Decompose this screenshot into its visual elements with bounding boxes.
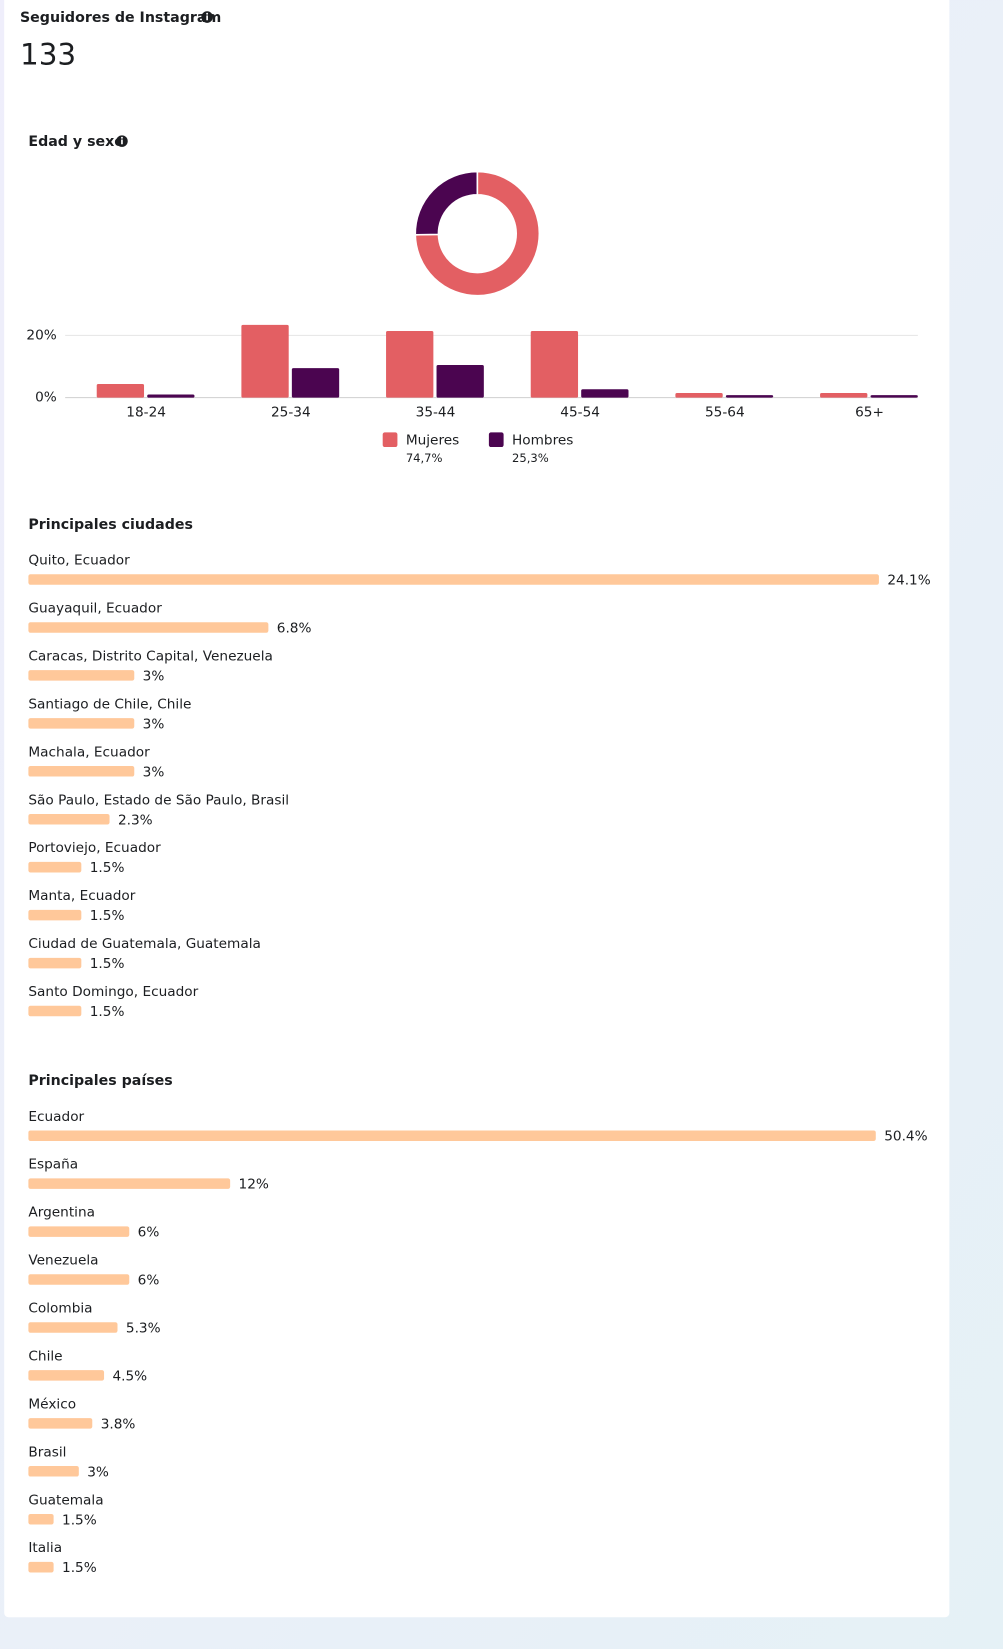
- legend-swatch: [382, 432, 398, 448]
- legend-label: Mujeres: [406, 433, 459, 449]
- bar: [386, 331, 434, 398]
- bar: [28, 1466, 79, 1477]
- bar: [28, 1513, 54, 1525]
- x-tick-label: 55-64: [705, 404, 745, 420]
- value-label: 24.1%: [887, 573, 930, 589]
- bar: [820, 392, 868, 398]
- bar: [28, 1226, 130, 1237]
- value-label: 1.5%: [90, 1004, 125, 1020]
- bar: [28, 622, 269, 633]
- value-label: 1.5%: [90, 908, 125, 924]
- value-label: 1.5%: [62, 1560, 97, 1576]
- value-label: 3%: [87, 1464, 109, 1480]
- bar: [28, 574, 879, 585]
- y-tick-label: 0%: [35, 390, 57, 406]
- bar: [28, 957, 82, 969]
- bar: [28, 1418, 93, 1429]
- bar: [291, 368, 340, 398]
- row-label: España: [28, 1157, 78, 1173]
- value-label: 3.8%: [101, 1416, 136, 1432]
- value-label: 3%: [143, 716, 165, 732]
- value-label: 2.3%: [118, 812, 153, 828]
- section-title: Principales ciudades: [28, 517, 193, 533]
- row-label: Santo Domingo, Ecuador: [28, 984, 198, 1000]
- value-label: 4.5%: [112, 1368, 147, 1384]
- value-label: 6.8%: [277, 621, 312, 637]
- bar: [725, 395, 774, 398]
- bar: [28, 1322, 118, 1333]
- value-label: 1.5%: [90, 860, 125, 876]
- value-label: 5.3%: [126, 1321, 161, 1337]
- row-label: Guatemala: [28, 1492, 103, 1508]
- row-label: Quito, Ecuador: [28, 553, 130, 569]
- bar: [436, 364, 484, 398]
- row-label: Colombia: [28, 1301, 92, 1317]
- section-title: Edad y sexo: [28, 134, 124, 150]
- card: [4, 0, 950, 1618]
- row-label: São Paulo, Estado de São Paulo, Brasil: [28, 792, 289, 808]
- bar: [96, 383, 145, 398]
- bar: [28, 1178, 231, 1189]
- bar: [581, 389, 629, 398]
- value-label: 3%: [143, 668, 165, 684]
- bar: [241, 324, 289, 398]
- row-label: Italia: [28, 1540, 62, 1556]
- row-label: Manta, Ecuador: [28, 888, 135, 904]
- bar: [28, 766, 135, 777]
- row-label: México: [28, 1396, 76, 1412]
- value-label: 1.5%: [90, 956, 125, 972]
- bar: [28, 670, 135, 681]
- value-label: 6%: [138, 1273, 160, 1289]
- row-label: Portoviejo, Ecuador: [28, 840, 161, 856]
- bar: [28, 909, 82, 921]
- legend-share: 25,3%: [512, 451, 549, 465]
- header-title: Seguidores de Instagram: [20, 10, 221, 26]
- x-tick-label: 18-24: [126, 404, 166, 420]
- bar: [28, 813, 110, 825]
- x-tick-label: 25-34: [271, 404, 311, 420]
- row-label: Santiago de Chile, Chile: [28, 696, 191, 712]
- bar: [28, 718, 135, 729]
- legend-label: Hombres: [512, 433, 573, 449]
- row-label: Argentina: [28, 1205, 95, 1221]
- bar: [870, 395, 918, 398]
- bar: [675, 392, 723, 398]
- bar: [28, 1274, 130, 1285]
- row-label: Guayaquil, Ecuador: [28, 601, 162, 617]
- row-label: Ecuador: [28, 1109, 84, 1125]
- bar: [28, 1130, 876, 1141]
- donut-slice: [414, 170, 479, 236]
- x-tick-label: 35-44: [416, 404, 456, 420]
- x-tick-label: 45-54: [560, 404, 600, 420]
- bar: [28, 1561, 54, 1573]
- info-icon[interactable]: [201, 11, 213, 23]
- bar: [28, 1005, 82, 1017]
- follower-count: 133: [20, 37, 76, 71]
- legend-swatch: [488, 432, 504, 448]
- value-label: 6%: [138, 1225, 160, 1241]
- bar: [530, 331, 579, 398]
- row-label: Ciudad de Guatemala, Guatemala: [28, 936, 261, 952]
- x-tick-label: 65+: [855, 404, 884, 420]
- row-label: Caracas, Distrito Capital, Venezuela: [28, 648, 272, 664]
- row-label: Brasil: [28, 1444, 66, 1460]
- info-icon[interactable]: [116, 135, 128, 147]
- bar: [28, 861, 82, 873]
- y-tick-label: 20%: [26, 327, 56, 343]
- value-label: 50.4%: [884, 1129, 927, 1145]
- row-label: Machala, Ecuador: [28, 744, 150, 760]
- legend-share: 74,7%: [406, 451, 443, 465]
- row-label: Venezuela: [28, 1253, 98, 1269]
- donut-slice: [414, 170, 541, 297]
- value-label: 3%: [143, 764, 165, 780]
- bar: [28, 1370, 105, 1381]
- section-title: Principales países: [28, 1073, 172, 1089]
- bar: [147, 394, 195, 398]
- row-label: Chile: [28, 1348, 62, 1364]
- value-label: 12%: [239, 1177, 269, 1193]
- value-label: 1.5%: [62, 1512, 97, 1528]
